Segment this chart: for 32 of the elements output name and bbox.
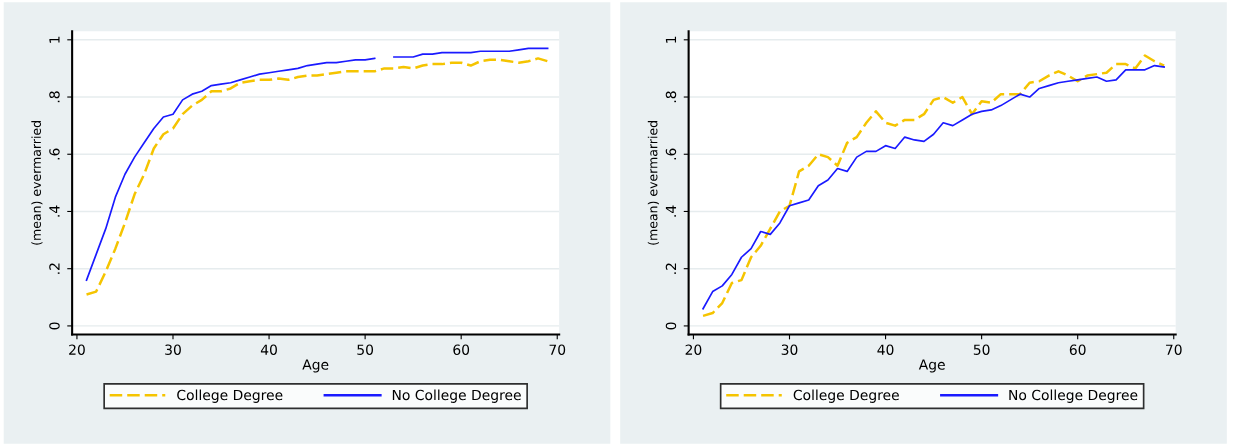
x-tick-label: 60 xyxy=(1069,344,1086,355)
x-tick-label: 20 xyxy=(69,344,85,355)
y-tick-label: .8 xyxy=(665,91,677,103)
x-tick-label: 20 xyxy=(685,344,702,355)
x-tick-label: 60 xyxy=(453,344,470,355)
y-tick-label: .6 xyxy=(665,148,677,160)
legend-label: No College Degree xyxy=(392,389,521,403)
y-tick-label: .4 xyxy=(665,205,677,217)
x-tick-label: 50 xyxy=(357,344,374,355)
x-axis-title: Age xyxy=(918,359,945,373)
x-tick-label: 40 xyxy=(260,344,277,355)
x-axis-title: Age xyxy=(302,359,329,373)
y-tick-label: 1 xyxy=(49,36,60,43)
x-tick-label: 30 xyxy=(165,344,181,355)
x-tick-label: 30 xyxy=(781,344,798,355)
y-tick-label: .4 xyxy=(49,205,60,217)
y-tick-label: 1 xyxy=(665,36,677,43)
x-tick-label: 70 xyxy=(1166,344,1182,355)
y-axis-title: (mean) evermarried xyxy=(647,121,659,245)
y-tick-label: 0 xyxy=(665,322,677,330)
y-tick-label: .8 xyxy=(49,91,60,103)
y-axis-title: (mean) evermarried xyxy=(31,121,43,245)
x-tick-label: 70 xyxy=(549,344,566,355)
x-tick-label: 50 xyxy=(973,344,990,355)
legend-label: No College Degree xyxy=(1009,389,1138,403)
y-tick-label: .2 xyxy=(665,263,677,274)
y-tick-label: .2 xyxy=(49,263,60,274)
y-tick-label: 0 xyxy=(49,322,60,330)
legend-label: College Degree xyxy=(793,389,899,403)
x-tick-label: 40 xyxy=(877,344,894,355)
y-tick-label: .6 xyxy=(49,148,60,160)
legend-label: College Degree xyxy=(177,389,283,403)
